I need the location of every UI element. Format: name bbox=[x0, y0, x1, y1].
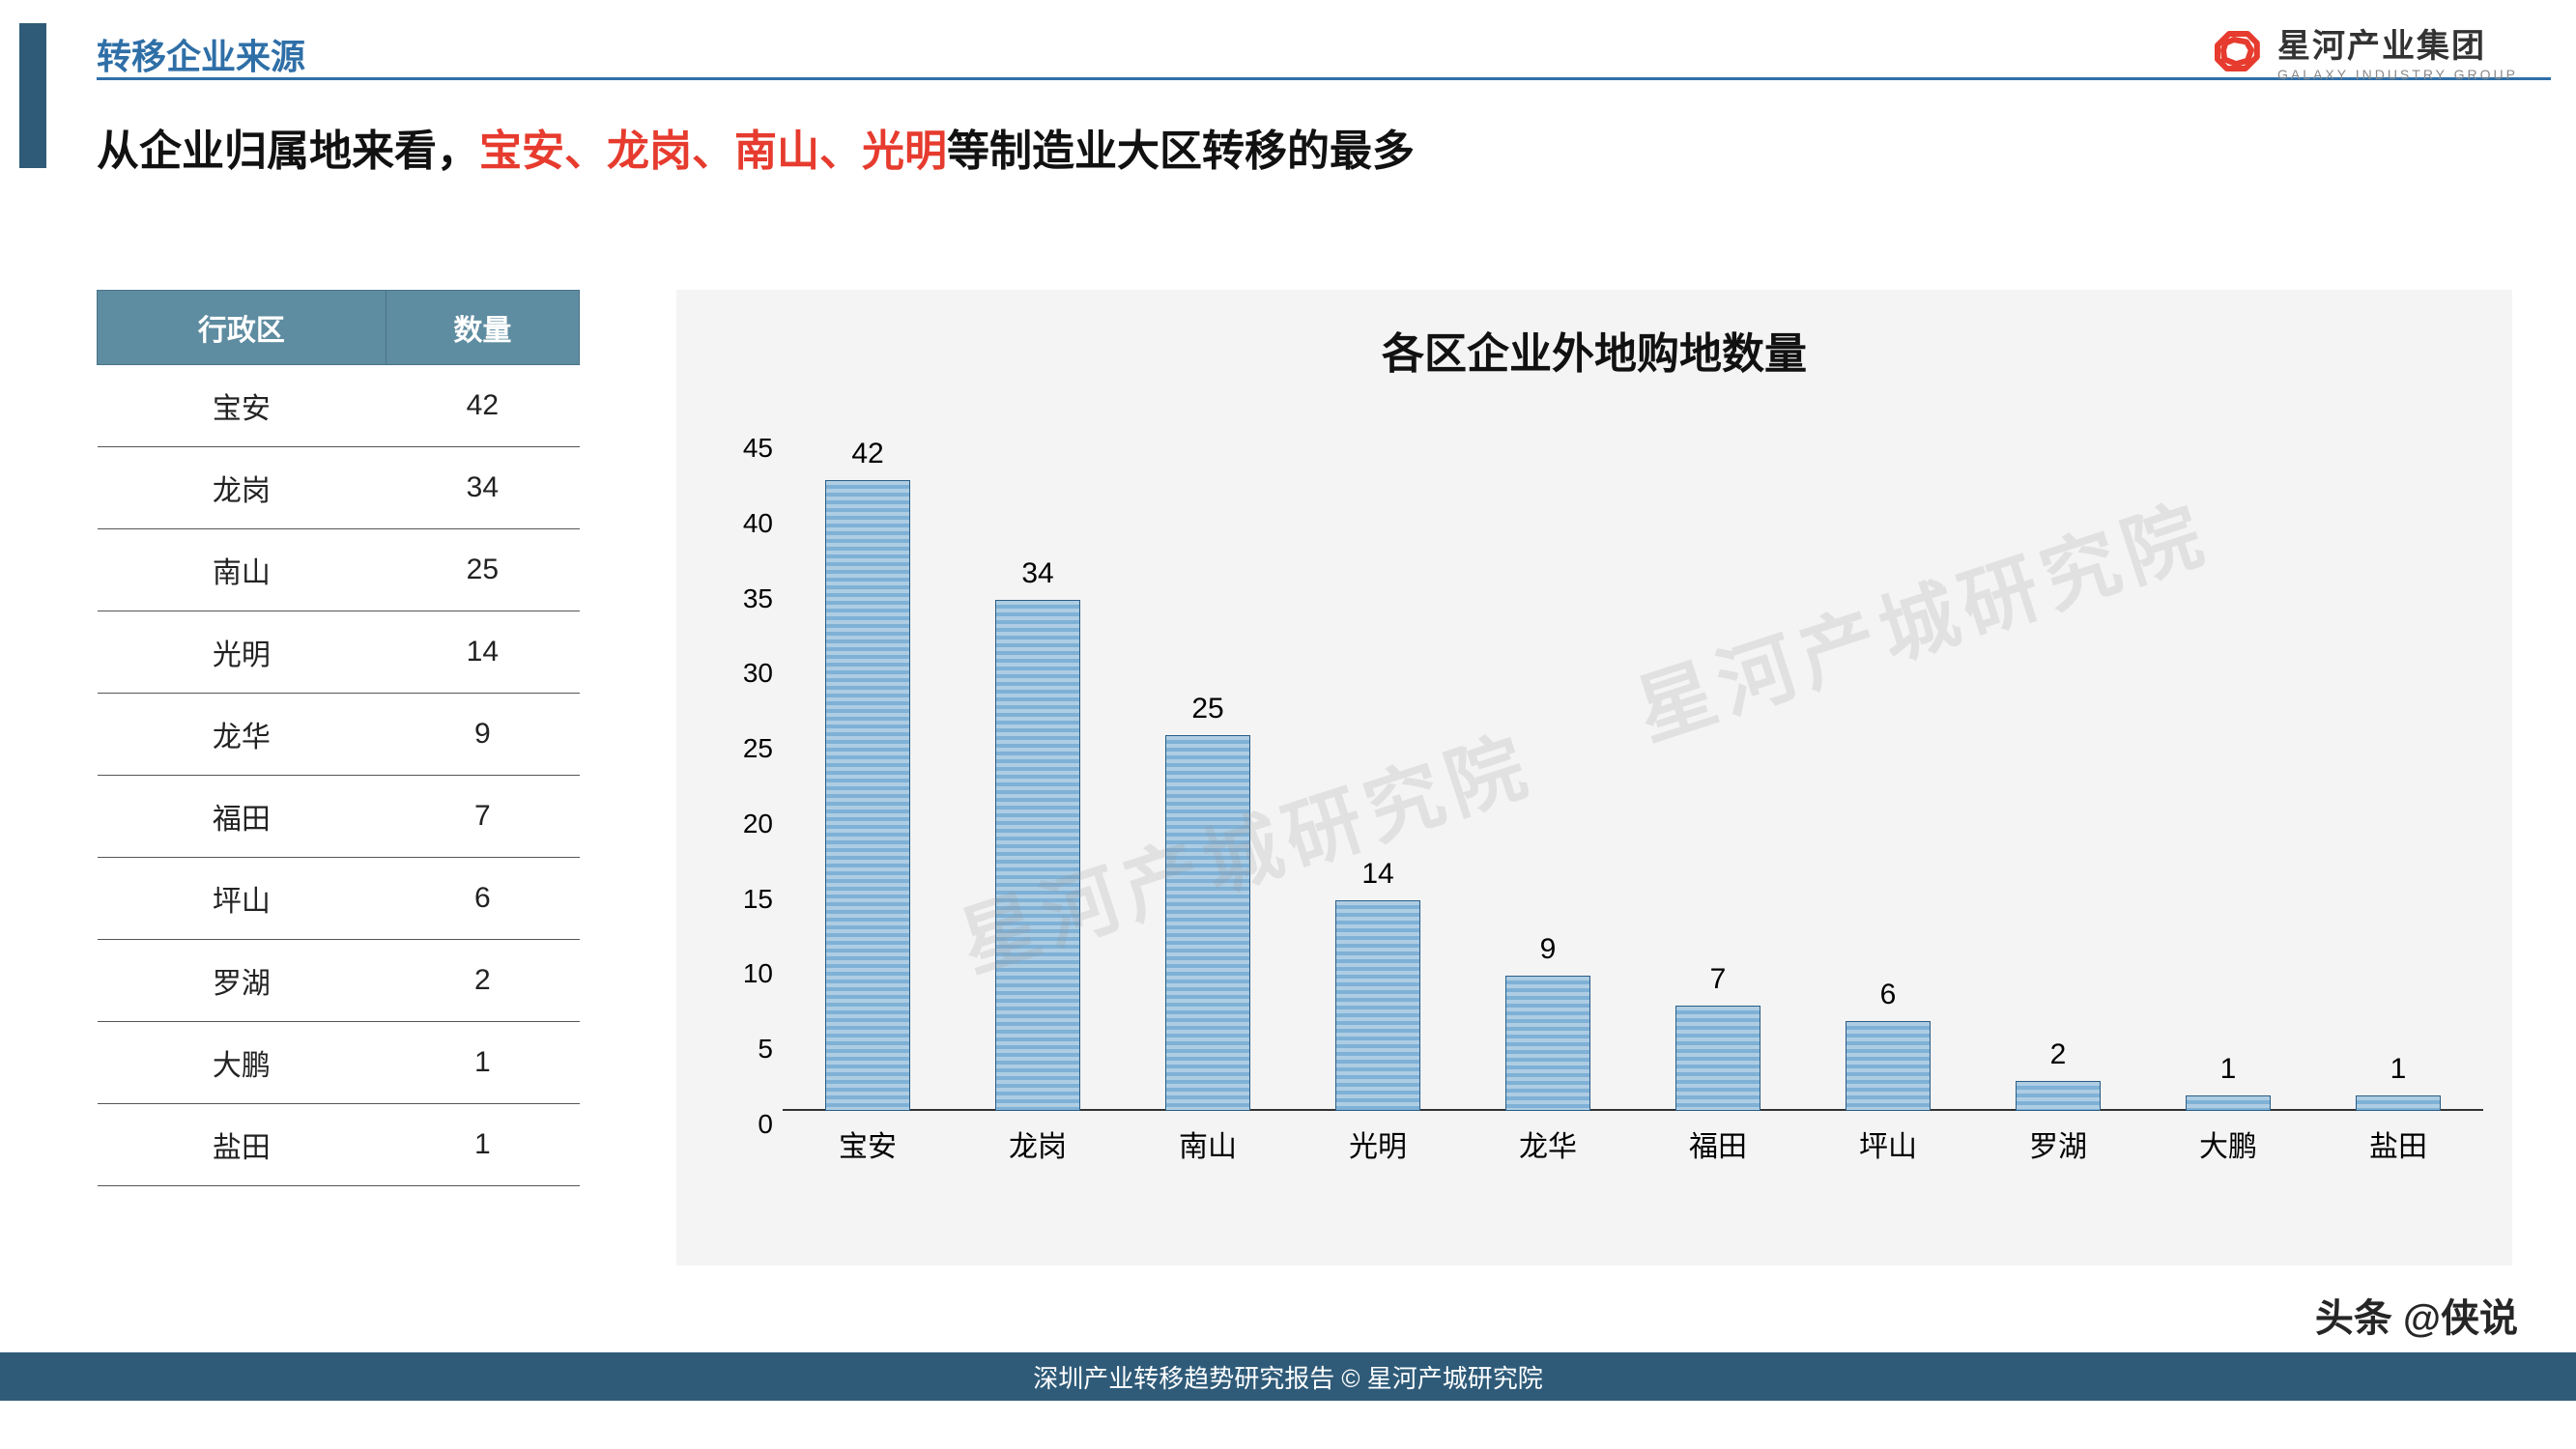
bar bbox=[1335, 900, 1420, 1111]
logo-text-en: GALAXY INDUSTRY GROUP bbox=[2277, 67, 2518, 82]
table-cell: 2 bbox=[386, 940, 579, 1022]
table-row: 大鹏1 bbox=[98, 1022, 580, 1104]
headline-highlight: 宝安、龙岗、南山、光明 bbox=[479, 128, 947, 175]
x-tick: 盐田 bbox=[2321, 1122, 2476, 1165]
table-cell: 罗湖 bbox=[98, 940, 386, 1022]
x-tick: 宝安 bbox=[790, 1122, 945, 1165]
table-cell: 龙华 bbox=[98, 694, 386, 776]
table-header-cell: 数量 bbox=[386, 291, 579, 365]
table-row: 罗湖2 bbox=[98, 940, 580, 1022]
table-cell: 9 bbox=[386, 694, 579, 776]
bar bbox=[2356, 1095, 2441, 1111]
data-table: 行政区数量 宝安42龙岗34南山25光明14龙华9福田7坪山6罗湖2大鹏1盐田1 bbox=[97, 290, 580, 1186]
table-row: 龙华9 bbox=[98, 694, 580, 776]
y-tick: 35 bbox=[715, 583, 773, 614]
watermark-bottom-right: 头条 @侠说 bbox=[2315, 1287, 2518, 1343]
table-cell: 42 bbox=[386, 365, 579, 447]
table-cell: 南山 bbox=[98, 529, 386, 611]
table-cell: 14 bbox=[386, 611, 579, 694]
table-cell: 7 bbox=[386, 776, 579, 858]
y-tick: 5 bbox=[715, 1034, 773, 1065]
table-cell: 宝安 bbox=[98, 365, 386, 447]
y-tick: 45 bbox=[715, 433, 773, 464]
table-cell: 25 bbox=[386, 529, 579, 611]
section-underline bbox=[97, 77, 2551, 80]
logo: 星河产业集团 GALAXY INDUSTRY GROUP bbox=[2206, 19, 2518, 82]
x-tick: 大鹏 bbox=[2151, 1122, 2305, 1165]
logo-icon bbox=[2206, 22, 2264, 80]
chart-title: 各区企业外地购地数量 bbox=[676, 319, 2512, 381]
bar-value-label: 42 bbox=[810, 438, 926, 470]
headline-suffix: 等制造业大区转移的最多 bbox=[947, 128, 1415, 175]
accent-bar bbox=[19, 23, 46, 168]
bar bbox=[995, 600, 1080, 1111]
table-cell: 坪山 bbox=[98, 858, 386, 940]
x-tick: 福田 bbox=[1641, 1122, 1795, 1165]
table-cell: 福田 bbox=[98, 776, 386, 858]
table-row: 福田7 bbox=[98, 776, 580, 858]
slide: 转移企业来源 从企业归属地来看，宝安、龙岗、南山、光明等制造业大区转移的最多 星… bbox=[0, 0, 2576, 1449]
section-label: 转移企业来源 bbox=[97, 29, 305, 79]
y-tick: 40 bbox=[715, 508, 773, 539]
table-cell: 大鹏 bbox=[98, 1022, 386, 1104]
y-tick: 0 bbox=[715, 1109, 773, 1140]
table-cell: 6 bbox=[386, 858, 579, 940]
bar-value-label: 1 bbox=[2170, 1053, 2286, 1086]
bar-value-label: 2 bbox=[2000, 1038, 2116, 1071]
table-cell: 光明 bbox=[98, 611, 386, 694]
bar bbox=[825, 480, 910, 1111]
x-tick: 龙岗 bbox=[960, 1122, 1115, 1165]
logo-text-cn: 星河产业集团 bbox=[2277, 19, 2518, 67]
chart-plot-area: 05101520253035404542宝安34龙岗25南山14光明9龙华7福田… bbox=[783, 435, 2483, 1111]
y-tick: 15 bbox=[715, 884, 773, 915]
table-row: 光明14 bbox=[98, 611, 580, 694]
bar-value-label: 1 bbox=[2340, 1053, 2456, 1086]
x-tick: 龙华 bbox=[1471, 1122, 1625, 1165]
footer-text: 深圳产业转移趋势研究报告 © 星河产城研究院 bbox=[1033, 1359, 1543, 1395]
bar bbox=[2186, 1095, 2271, 1111]
bar-value-label: 9 bbox=[1490, 933, 1606, 966]
table-row: 宝安42 bbox=[98, 365, 580, 447]
table-cell: 盐田 bbox=[98, 1104, 386, 1186]
bar-value-label: 14 bbox=[1320, 858, 1436, 891]
bar bbox=[1846, 1021, 1931, 1111]
bar-value-label: 25 bbox=[1150, 693, 1266, 725]
bar bbox=[1675, 1006, 1760, 1111]
bar-value-label: 6 bbox=[1830, 979, 1946, 1011]
y-tick: 30 bbox=[715, 658, 773, 689]
footer-bar: 深圳产业转移趋势研究报告 © 星河产城研究院 bbox=[0, 1352, 2576, 1401]
bar-chart: 各区企业外地购地数量 05101520253035404542宝安34龙岗25南… bbox=[676, 290, 2512, 1265]
table-cell: 34 bbox=[386, 447, 579, 529]
table-row: 南山25 bbox=[98, 529, 580, 611]
y-tick: 10 bbox=[715, 958, 773, 989]
bar-value-label: 7 bbox=[1660, 963, 1776, 996]
table-header-cell: 行政区 bbox=[98, 291, 386, 365]
table-row: 坪山6 bbox=[98, 858, 580, 940]
bar bbox=[1505, 976, 1590, 1111]
x-tick: 光明 bbox=[1301, 1122, 1455, 1165]
x-tick: 南山 bbox=[1131, 1122, 1285, 1165]
headline-prefix: 从企业归属地来看， bbox=[97, 128, 479, 175]
headline: 从企业归属地来看，宝安、龙岗、南山、光明等制造业大区转移的最多 bbox=[97, 116, 1415, 178]
bar bbox=[1165, 735, 1250, 1111]
x-tick: 罗湖 bbox=[1981, 1122, 2135, 1165]
table-cell: 1 bbox=[386, 1022, 579, 1104]
table-cell: 龙岗 bbox=[98, 447, 386, 529]
table-row: 盐田1 bbox=[98, 1104, 580, 1186]
bar bbox=[2016, 1081, 2101, 1111]
x-tick: 坪山 bbox=[1811, 1122, 1965, 1165]
y-tick: 25 bbox=[715, 733, 773, 764]
y-tick: 20 bbox=[715, 809, 773, 839]
table-row: 龙岗34 bbox=[98, 447, 580, 529]
bar-value-label: 34 bbox=[980, 557, 1096, 590]
table-cell: 1 bbox=[386, 1104, 579, 1186]
